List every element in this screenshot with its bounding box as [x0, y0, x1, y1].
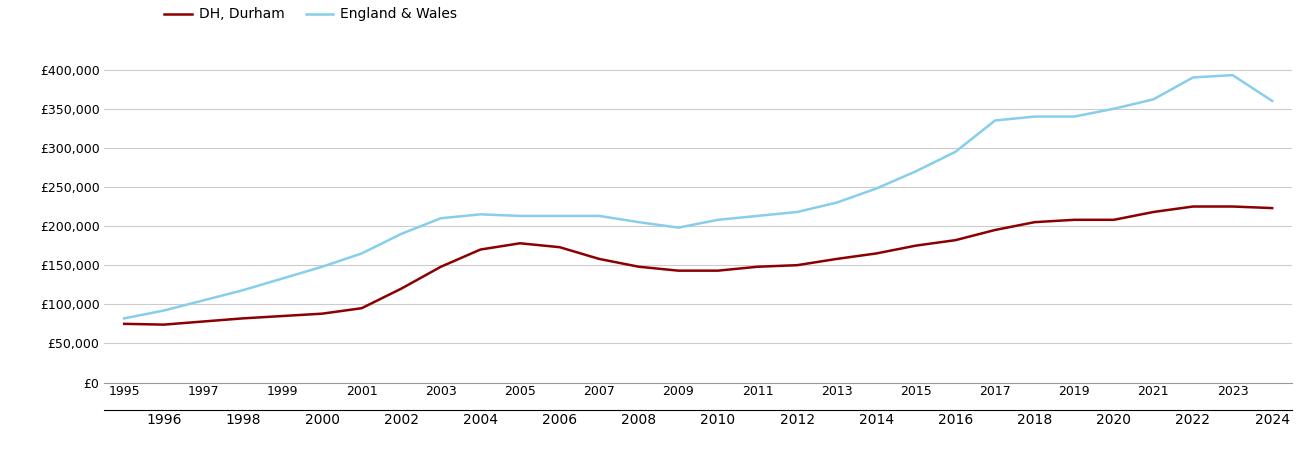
DH, Durham: [632, 264, 647, 270]
DH, Durham: [790, 262, 805, 268]
England & Wales: [512, 213, 527, 219]
Line: DH, Durham: DH, Durham: [124, 207, 1272, 324]
England & Wales: [552, 213, 568, 219]
England & Wales: [116, 315, 132, 321]
Legend: DH, Durham, England & Wales: DH, Durham, England & Wales: [159, 2, 463, 27]
England & Wales: [591, 213, 607, 219]
England & Wales: [947, 149, 963, 154]
England & Wales: [632, 220, 647, 225]
DH, Durham: [671, 268, 686, 273]
DH, Durham: [1146, 209, 1161, 215]
England & Wales: [196, 298, 211, 303]
England & Wales: [829, 200, 844, 205]
DH, Durham: [749, 264, 765, 270]
England & Wales: [671, 225, 686, 230]
DH, Durham: [472, 247, 488, 252]
DH, Durham: [315, 311, 330, 316]
DH, Durham: [235, 315, 251, 321]
England & Wales: [1146, 97, 1161, 102]
England & Wales: [235, 288, 251, 293]
England & Wales: [1066, 114, 1082, 119]
DH, Durham: [275, 313, 291, 319]
England & Wales: [1185, 75, 1201, 80]
DH, Durham: [1224, 204, 1240, 209]
England & Wales: [710, 217, 726, 222]
DH, Durham: [908, 243, 924, 248]
DH, Durham: [988, 227, 1004, 233]
England & Wales: [275, 276, 291, 281]
England & Wales: [354, 251, 369, 256]
DH, Durham: [1066, 217, 1082, 222]
DH, Durham: [393, 286, 408, 291]
DH, Durham: [1027, 220, 1043, 225]
England & Wales: [868, 186, 883, 191]
England & Wales: [749, 213, 765, 219]
DH, Durham: [116, 321, 132, 327]
England & Wales: [315, 264, 330, 270]
England & Wales: [433, 216, 449, 221]
DH, Durham: [947, 238, 963, 243]
England & Wales: [790, 209, 805, 215]
DH, Durham: [829, 256, 844, 261]
DH, Durham: [1265, 205, 1280, 211]
DH, Durham: [591, 256, 607, 261]
DH, Durham: [196, 319, 211, 324]
England & Wales: [155, 308, 171, 313]
DH, Durham: [552, 244, 568, 250]
DH, Durham: [868, 251, 883, 256]
Line: England & Wales: England & Wales: [124, 75, 1272, 318]
England & Wales: [1105, 106, 1121, 112]
England & Wales: [1265, 98, 1280, 104]
DH, Durham: [1105, 217, 1121, 222]
DH, Durham: [1185, 204, 1201, 209]
England & Wales: [988, 118, 1004, 123]
DH, Durham: [155, 322, 171, 327]
England & Wales: [908, 169, 924, 174]
England & Wales: [472, 212, 488, 217]
DH, Durham: [710, 268, 726, 273]
England & Wales: [1224, 72, 1240, 78]
England & Wales: [393, 231, 408, 237]
DH, Durham: [512, 241, 527, 246]
DH, Durham: [354, 306, 369, 311]
DH, Durham: [433, 264, 449, 270]
England & Wales: [1027, 114, 1043, 119]
